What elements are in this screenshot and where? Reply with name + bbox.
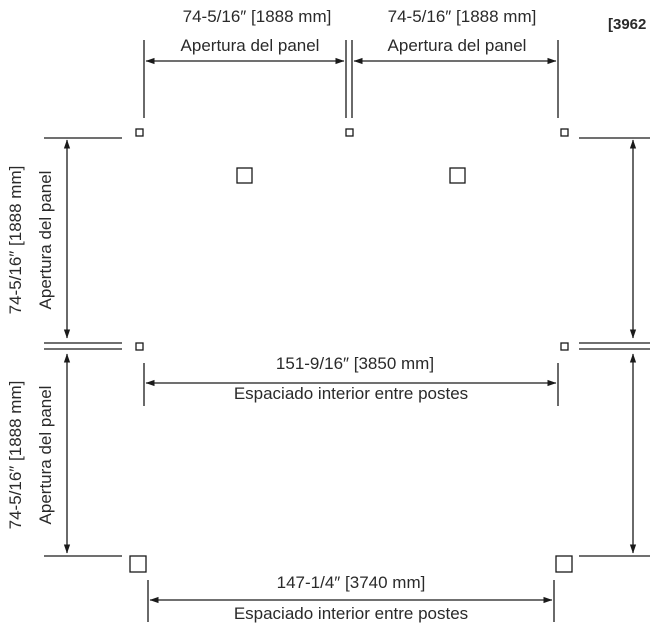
center-post [449,167,466,184]
dimension-left-upper-label: Apertura del panel [36,171,55,310]
post-marker [135,128,144,137]
dimension-middle-label: Espaciado interior entre postes [234,384,468,403]
corner-post [555,555,573,573]
dimension-bottom-measure: 147-1/4″ [3740 mm] [277,573,426,592]
dimension-bottom: 147-1/4″ [3740 mm] Espaciado interior en… [147,573,555,623]
center-post [236,167,253,184]
post-marker [135,342,144,351]
dimension-middle: 151-9/16″ [3850 mm] Espaciado interior e… [143,354,559,406]
dimension-left-lower: 74-5/16″ [1888 mm] Apertura del panel [6,353,71,554]
corner-post [129,555,147,573]
dimension-left-upper-measure: 74-5/16″ [1888 mm] [6,166,25,315]
dimension-top-left-label: Apertura del panel [181,36,320,55]
dimension-top-right-label: Apertura del panel [388,36,527,55]
post-marker [345,128,354,137]
dimension-bottom-label: Espaciado interior entre postes [234,604,468,623]
post-marker [560,128,569,137]
dimension-top-right-measure: 74-5/16″ [1888 mm] [388,7,537,26]
dimension-left-lower-label: Apertura del panel [36,386,55,525]
post-marker [560,342,569,351]
dimension-top-left: 74-5/16″ [1888 mm] Apertura del panel [143,7,345,118]
dimension-top-right: 74-5/16″ [1888 mm] Apertura del panel [345,7,559,118]
dimension-left-upper: 74-5/16″ [1888 mm] Apertura del panel [6,139,71,339]
dimension-left-lower-measure: 74-5/16″ [1888 mm] [6,381,25,530]
dimension-middle-measure: 151-9/16″ [3850 mm] [276,354,434,373]
corner-label: [3962 [608,16,646,33]
dimension-top-left-measure: 74-5/16″ [1888 mm] [183,7,332,26]
